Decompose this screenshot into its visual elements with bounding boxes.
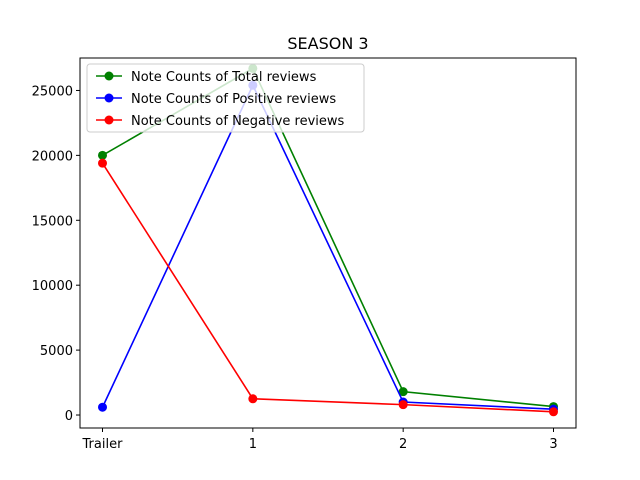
y-tick-label: 0 [65,409,73,424]
legend-swatch-marker [104,93,114,103]
y-tick-label: 5000 [40,344,73,359]
x-tick-label: Trailer [82,437,124,452]
legend: Note Counts of Total reviews Note Counts … [86,63,365,133]
legend-label: Note Counts of Negative reviews [131,114,345,129]
y-tick-label: 25000 [32,84,73,99]
legend-label: Note Counts of Total reviews [131,70,317,85]
x-tick-label: 1 [249,437,257,452]
plot-area-frame [79,57,577,429]
data-point [248,394,258,404]
x-tick-label: 2 [399,437,407,452]
legend-label: Note Counts of Positive reviews [131,92,336,107]
series-line [101,83,554,410]
legend-swatch-marker [104,115,114,125]
data-point [98,150,107,160]
legend-box [86,63,365,133]
series-group [98,158,558,417]
chart-title: SEASON 3 [287,34,368,53]
y-tick-label: 10000 [32,279,73,294]
y-tick-label: 20000 [32,149,73,164]
data-point [549,407,558,417]
y-axis: 0 5000 10000 15000 20000 25000 [32,84,80,424]
data-point [98,158,107,168]
x-tick-label: 3 [549,437,557,452]
data-point [398,387,408,397]
series-line [101,162,554,413]
x-axis: Trailer 1 2 3 [82,428,558,452]
data-point [398,400,408,410]
legend-swatch-marker [104,71,114,81]
y-tick-label: 15000 [32,214,73,229]
data-point [98,402,107,412]
